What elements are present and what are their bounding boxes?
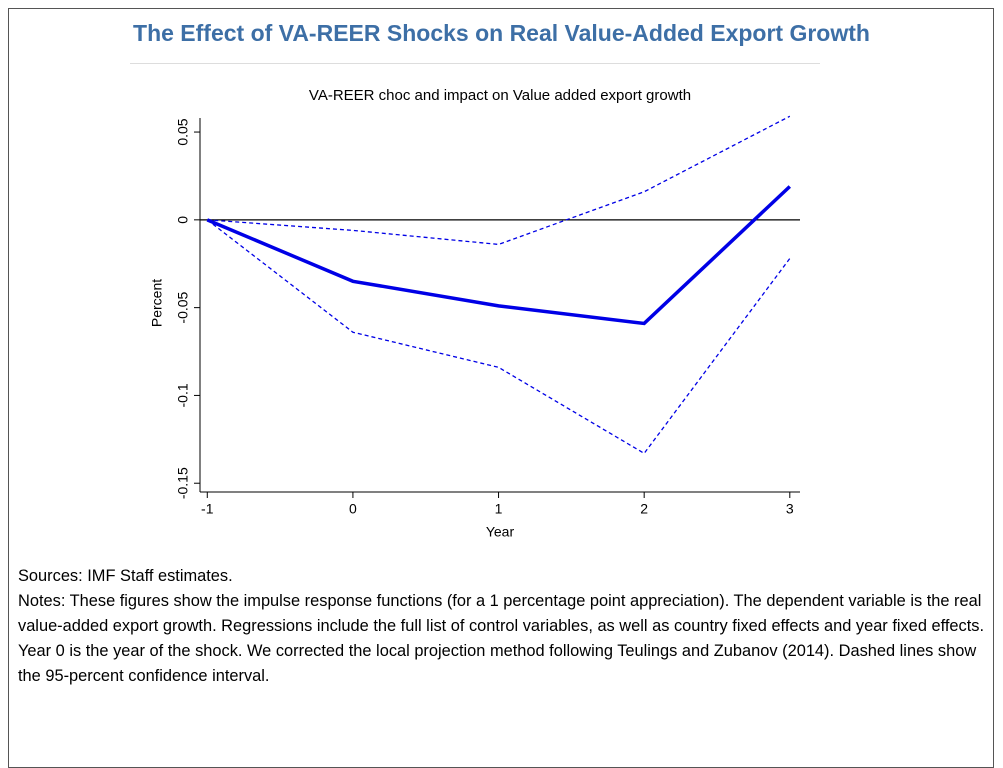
response-line bbox=[206, 185, 792, 326]
y-tick-label: 0.05 bbox=[175, 118, 191, 145]
y-tick-label: -0.15 bbox=[175, 467, 191, 499]
x-axis-label: Year bbox=[486, 524, 515, 540]
notes: Notes: These figures show the impulse re… bbox=[18, 592, 985, 685]
x-tick-label: -1 bbox=[201, 501, 214, 517]
chart-title: VA-REER choc and impact on Value added e… bbox=[309, 87, 691, 104]
confidence-band-line bbox=[206, 219, 791, 455]
sources: Sources: IMF Staff estimates. bbox=[18, 567, 233, 585]
y-tick-label: -0.05 bbox=[175, 291, 191, 323]
x-tick-label: 0 bbox=[349, 501, 357, 517]
confidence-band-line bbox=[207, 115, 791, 246]
y-tick-label: 0 bbox=[175, 216, 191, 224]
x-tick-label: 2 bbox=[640, 501, 648, 517]
y-axis-label: Percent bbox=[149, 279, 165, 327]
chart: VA-REER choc and impact on Value added e… bbox=[149, 87, 800, 540]
title-rule bbox=[130, 63, 820, 64]
y-tick-label: -0.1 bbox=[175, 383, 191, 407]
footnotes: Sources: IMF Staff estimates. Notes: The… bbox=[18, 564, 990, 689]
x-tick-label: 1 bbox=[495, 501, 503, 517]
page-title: The Effect of VA-REER Shocks on Real Val… bbox=[133, 20, 870, 46]
x-tick-label: 3 bbox=[786, 501, 794, 517]
